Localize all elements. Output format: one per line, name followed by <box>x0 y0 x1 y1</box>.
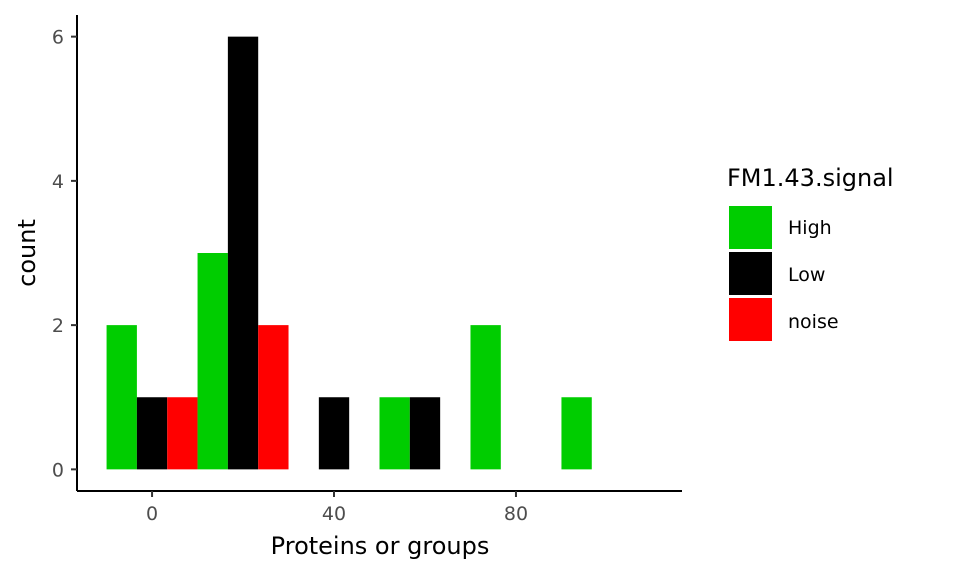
bar-low-40 <box>318 397 350 470</box>
x-axis: 0 40 80 <box>77 490 682 525</box>
plot-area <box>106 36 592 470</box>
y-tick-label: 2 <box>52 315 64 337</box>
y-tick-label: 6 <box>52 27 64 49</box>
legend: FM1.43.signal High Low noise <box>727 164 894 341</box>
y-tick-label: 0 <box>52 459 64 481</box>
legend-title: FM1.43.signal <box>727 164 894 192</box>
legend-label-noise: noise <box>788 311 839 333</box>
x-tick-label: 0 <box>146 503 158 525</box>
bar-low-20 <box>227 36 259 470</box>
y-axis-title: count <box>13 219 41 287</box>
bar-low-60 <box>409 397 441 470</box>
legend-key-noise <box>729 298 772 341</box>
bar-noise-20 <box>258 325 289 470</box>
bar-high-0 <box>106 325 137 470</box>
legend-key-low <box>729 252 772 295</box>
legend-key-high <box>729 206 772 249</box>
bar-high-100 <box>561 397 592 470</box>
x-tick-label: 80 <box>504 503 528 525</box>
legend-label-high: High <box>788 217 832 239</box>
x-axis-title: Proteins or groups <box>271 532 490 560</box>
x-tick-label: 40 <box>322 503 346 525</box>
bar-high-80 <box>470 325 501 470</box>
y-axis: 0 2 4 6 <box>52 15 78 491</box>
legend-label-low: Low <box>788 264 825 286</box>
bar-low-0 <box>136 397 168 470</box>
bar-noise-0 <box>167 397 198 470</box>
bar-high-20 <box>197 253 228 470</box>
bar-high-60 <box>379 397 410 470</box>
y-tick-label: 4 <box>52 171 64 193</box>
